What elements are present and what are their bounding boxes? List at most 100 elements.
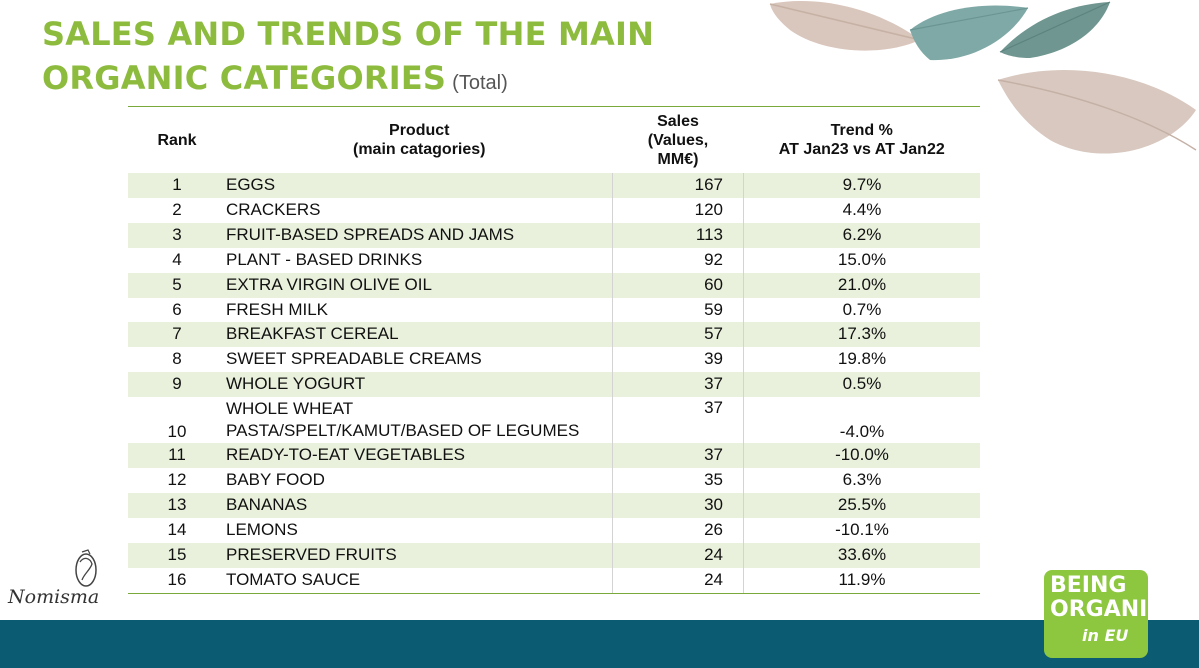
table-row: 8 SWEET SPREADABLE CREAMS 39 19.8% — [128, 347, 980, 373]
rank-cell: 7 — [128, 322, 226, 348]
nomisma-wordmark: Nomisma — [8, 586, 100, 608]
product-cell: SWEET SPREADABLE CREAMS — [226, 347, 613, 373]
sales-cell: 92 — [612, 247, 744, 273]
trend-cell: -10.1% — [835, 519, 889, 539]
trend-cell: -4.0% — [839, 422, 885, 442]
trend-cell: 21.0% — [743, 272, 980, 298]
rank-cell: 6 — [172, 299, 182, 319]
product-cell: WHOLE WHEAT PASTA/SPELT/KAMUT/BASED OF LE… — [226, 397, 613, 444]
header-trend-line-2: AT Jan23 vs AT Jan22 — [778, 141, 945, 158]
sales-cell: 24 — [612, 567, 744, 594]
table-row: 5 EXTRA VIRGIN OLIVE OIL 60 21.0% — [128, 272, 980, 298]
sales-cell: 60 — [612, 272, 744, 298]
product-cell: TOMATO SAUCE — [226, 567, 613, 594]
product-cell-line-2: PASTA/SPELT/KAMUT/BASED OF LEGUMES — [226, 421, 580, 441]
header-product: Product (main catagories) — [226, 106, 613, 173]
trend-cell: 6.3% — [842, 470, 882, 490]
rank-cell: 1 — [128, 173, 226, 198]
nomisma-logo: Nomisma — [8, 548, 126, 610]
product-cell: LEMONS — [226, 517, 613, 543]
rank-cell: 15 — [128, 542, 226, 568]
header-sales-line-3: MM€) — [657, 150, 699, 168]
trend-cell: 11.9% — [743, 567, 980, 594]
title-line-1: SALES AND TRENDS OF THE MAIN — [42, 15, 655, 53]
sales-cell: 26 — [612, 517, 744, 543]
trend-cell: 9.7% — [743, 173, 980, 198]
product-cell: BREAKFAST CEREAL — [226, 322, 613, 348]
table-row: 2 CRACKERS 120 4.4% — [128, 197, 980, 223]
title-line-2: ORGANIC CATEGORIES (Total) — [42, 56, 654, 105]
rank-cell: 12 — [167, 470, 187, 490]
title-subtitle: (Total) — [452, 72, 508, 94]
table-row: 14 LEMONS 26 -10.1% — [128, 517, 980, 543]
trend-cell: 25.5% — [743, 492, 980, 518]
rank-cell: 3 — [128, 222, 226, 248]
being-organic-logo: BEING ORGANIC in EU — [1044, 570, 1163, 658]
product-cell-line-1: WHOLE WHEAT — [226, 399, 354, 419]
product-cell: BABY FOOD — [226, 468, 613, 493]
title-line-2-text: ORGANIC CATEGORIES — [42, 59, 447, 97]
sales-cell: 57 — [612, 322, 744, 348]
product-cell: WHOLE YOGURT — [226, 372, 613, 398]
trend-cell: 33.6% — [743, 542, 980, 568]
decorative-leaves-icon — [769, 1, 1197, 154]
product-cell: CRACKERS — [226, 197, 613, 223]
trend-cell: 0.7% — [842, 299, 882, 319]
rank-cell: 2 — [172, 199, 182, 219]
table-row: 12 BABY FOOD 35 6.3% — [128, 468, 980, 493]
sales-cell: 30 — [612, 492, 744, 518]
being-logo-line-2: ORGANIC — [1050, 597, 1164, 622]
table-header-row: Rank Product (main catagories) Sales (Valu… — [128, 106, 980, 173]
footer-bar — [0, 620, 1199, 668]
header-sales-line-1: Sales — [657, 112, 699, 130]
table-row: 7 BREAKFAST CEREAL 57 17.3% — [128, 322, 980, 348]
table-row: 11 READY-TO-EAT VEGETABLES 37 -10.0% — [128, 443, 980, 469]
rank-cell: 4 — [172, 249, 182, 269]
rank-cell: 5 — [128, 272, 226, 298]
table-row: 4 PLANT - BASED DRINKS 92 15.0% — [128, 247, 980, 273]
being-logo-line-1: BEING — [1050, 573, 1127, 598]
sales-cell: 24 — [612, 542, 744, 568]
sales-cell: 59 — [612, 297, 744, 323]
header-sales-line-2: (Values, — [647, 131, 709, 149]
table-row: 15 PRESERVED FRUITS 24 33.6% — [128, 542, 980, 568]
rank-cell: 16 — [128, 567, 226, 594]
nomisma-emblem-icon — [75, 549, 97, 587]
product-cell: READY-TO-EAT VEGETABLES — [226, 443, 613, 469]
trend-cell: 17.3% — [743, 322, 980, 348]
header-product-line-2: (main catagories) — [353, 141, 486, 158]
product-cell: EXTRA VIRGIN OLIVE OIL — [226, 272, 613, 298]
sales-cell: 37 — [612, 443, 744, 469]
product-cell: PRESERVED FRUITS — [226, 542, 613, 568]
sales-cell: 35 — [612, 468, 744, 493]
table-row: 3 FRUIT-BASED SPREADS AND JAMS 113 6.2% — [128, 222, 980, 248]
header-sales: Sales (Values, MM€) — [612, 106, 744, 173]
trend-cell: 15.0% — [837, 249, 887, 269]
rank-cell: 13 — [128, 492, 226, 518]
sales-cell: 167 — [612, 173, 744, 198]
rank-cell: 10 — [167, 422, 187, 442]
table-row: 1 EGGS 167 9.7% — [128, 173, 980, 198]
sales-cell: 120 — [612, 197, 744, 223]
header-product-line-1: Product — [389, 122, 450, 139]
sales-cell: 39 — [612, 347, 744, 373]
trend-cell: 6.2% — [743, 222, 980, 248]
product-cell: PLANT - BASED DRINKS — [226, 247, 613, 273]
table-row: 9 WHOLE YOGURT 37 0.5% — [128, 372, 980, 398]
product-cell: FRUIT-BASED SPREADS AND JAMS — [226, 222, 613, 248]
rank-cell: 8 — [172, 349, 182, 369]
trend-cell: 4.4% — [842, 199, 882, 219]
trend-cell: 0.5% — [743, 372, 980, 398]
being-logo-line-3: in EU — [1082, 626, 1129, 645]
trend-cell: 19.8% — [837, 349, 887, 369]
page-title: SALES AND TRENDS OF THE MAIN ORGANIC CAT… — [42, 12, 654, 105]
rank-cell: 11 — [128, 443, 226, 469]
sales-table: Rank Product (main catagories) Sales (Valu… — [128, 106, 980, 594]
rank-cell: 9 — [128, 372, 226, 398]
trend-cell: -10.0% — [743, 443, 980, 469]
table-row: 10 WHOLE WHEAT PASTA/SPELT/KAMUT/BASED OF … — [128, 397, 980, 444]
product-cell: FRESH MILK — [226, 297, 613, 323]
table-row: 16 TOMATO SAUCE 24 11.9% — [128, 567, 980, 594]
header-trend-line-1: Trend % — [830, 122, 893, 139]
sales-cell: 37 — [612, 372, 744, 398]
